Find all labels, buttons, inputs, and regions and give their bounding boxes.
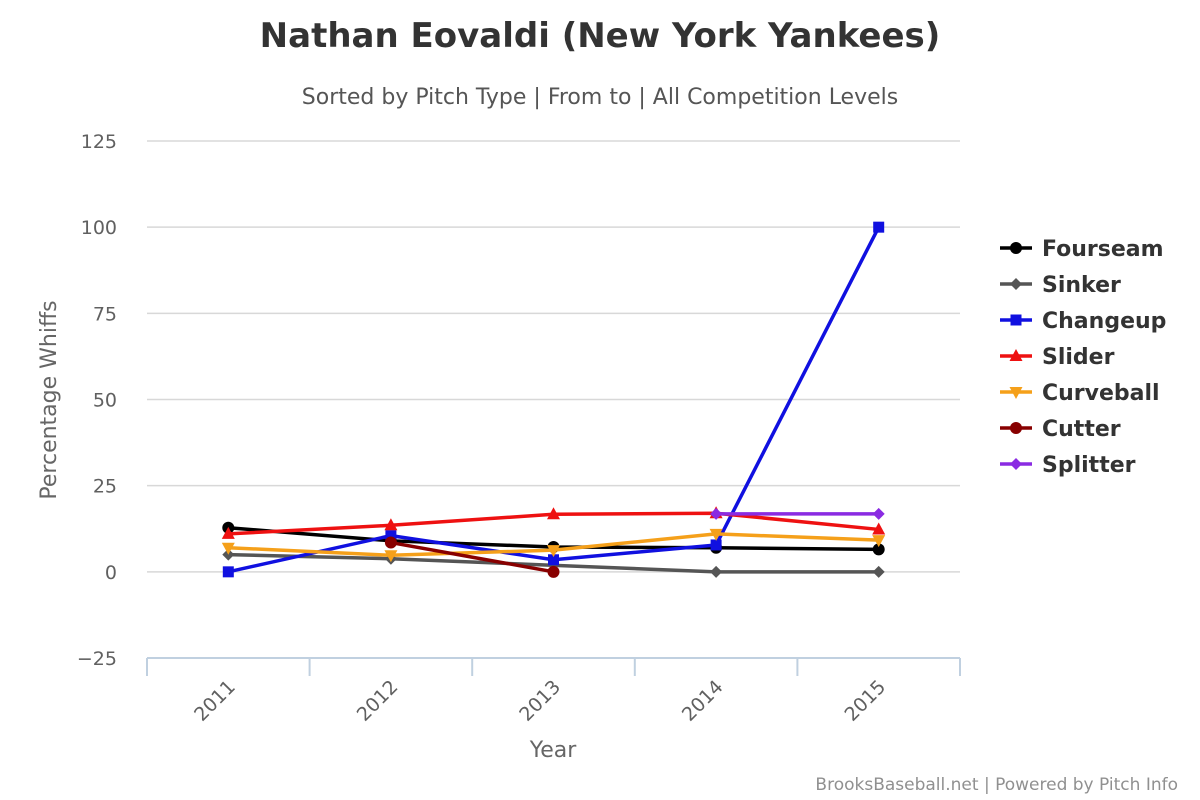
y-tick-label: 0 — [105, 562, 117, 584]
series-group — [221, 221, 886, 578]
data-point-splitter[interactable] — [710, 507, 723, 520]
legend-item-slider[interactable]: Slider — [1000, 345, 1115, 370]
data-point-fourseam[interactable] — [872, 543, 885, 556]
data-point-cutter[interactable] — [547, 565, 560, 578]
legend-label: Changeup — [1042, 309, 1166, 334]
x-tick-label: 2013 — [515, 676, 565, 726]
legend-marker — [1010, 458, 1022, 470]
data-point-curveball[interactable] — [547, 545, 560, 558]
y-tick-label: 75 — [93, 303, 117, 325]
x-axis-title: Year — [529, 738, 578, 763]
legend-label: Fourseam — [1042, 237, 1164, 262]
data-point-changeup[interactable] — [873, 221, 885, 233]
series-curveball — [221, 528, 886, 563]
data-point-curveball[interactable] — [221, 542, 235, 555]
legend-marker — [1010, 314, 1022, 326]
legend: Fourseam Sinker Changeup Slider Curveball Cut… — [1000, 237, 1166, 478]
legend-marker — [1010, 242, 1022, 254]
legend-label: Splitter — [1042, 453, 1136, 478]
x-tick-label: 2014 — [678, 676, 728, 726]
y-tick-label: 100 — [81, 217, 117, 239]
x-axis: 2011 2012 2013 2014 2015 — [146, 657, 961, 726]
data-point-curveball[interactable] — [872, 535, 886, 548]
legend-item-cutter[interactable]: Cutter — [1000, 417, 1121, 442]
data-point-slider[interactable] — [547, 507, 560, 520]
legend-label: Slider — [1042, 345, 1115, 370]
series-line-cutter[interactable] — [390, 540, 554, 574]
data-point-splitter[interactable] — [872, 507, 885, 520]
y-tick-label: 50 — [93, 390, 117, 412]
data-point-curveball[interactable] — [709, 528, 723, 541]
legend-marker — [1009, 349, 1023, 361]
x-tick-label: 2012 — [353, 676, 403, 726]
y-tick-label: 25 — [93, 476, 117, 498]
series-sinker — [222, 548, 885, 578]
data-point-slider[interactable] — [221, 526, 235, 539]
data-point-sinker[interactable] — [872, 565, 885, 578]
legend-label: Cutter — [1042, 417, 1121, 442]
legend-item-curveball[interactable]: Curveball — [1000, 381, 1160, 406]
chart-subtitle: Sorted by Pitch Type | From to | All Com… — [302, 85, 898, 110]
series-line-sinker[interactable] — [228, 552, 879, 574]
legend-item-changeup[interactable]: Changeup — [1000, 309, 1166, 334]
y-tick-label: 125 — [81, 131, 117, 153]
chart-title: Nathan Eovaldi (New York Yankees) — [260, 16, 941, 56]
legend-item-splitter[interactable]: Splitter — [1000, 453, 1136, 478]
x-tick-label: 2011 — [190, 676, 240, 726]
legend-marker — [1009, 387, 1023, 399]
data-point-curveball[interactable] — [384, 550, 398, 563]
data-point-slider[interactable] — [384, 518, 398, 531]
series-splitter — [710, 507, 885, 520]
legend-label: Curveball — [1042, 381, 1160, 406]
y-axis-ticks: −25 0 25 50 75 100 125 — [77, 131, 117, 670]
legend-marker — [1010, 422, 1022, 434]
series-cutter — [384, 536, 560, 578]
data-point-slider[interactable] — [872, 522, 886, 535]
credits[interactable]: BrooksBaseball.net | Powered by Pitch In… — [815, 775, 1178, 795]
legend-item-fourseam[interactable]: Fourseam — [1000, 237, 1164, 262]
data-point-changeup[interactable] — [385, 530, 397, 542]
series-changeup — [222, 221, 885, 578]
y-axis-title: Percentage Whiffs — [37, 300, 62, 499]
data-point-sinker[interactable] — [710, 565, 723, 578]
y-tick-label: −25 — [77, 648, 117, 670]
data-point-cutter[interactable] — [384, 536, 397, 549]
legend-label: Sinker — [1042, 273, 1121, 298]
data-point-changeup[interactable] — [222, 566, 234, 578]
grid — [147, 140, 960, 573]
data-point-changeup[interactable] — [710, 539, 722, 551]
data-point-changeup[interactable] — [548, 554, 559, 566]
x-tick-label: 2015 — [840, 676, 890, 726]
legend-item-sinker[interactable]: Sinker — [1000, 273, 1121, 298]
legend-marker — [1010, 278, 1022, 290]
